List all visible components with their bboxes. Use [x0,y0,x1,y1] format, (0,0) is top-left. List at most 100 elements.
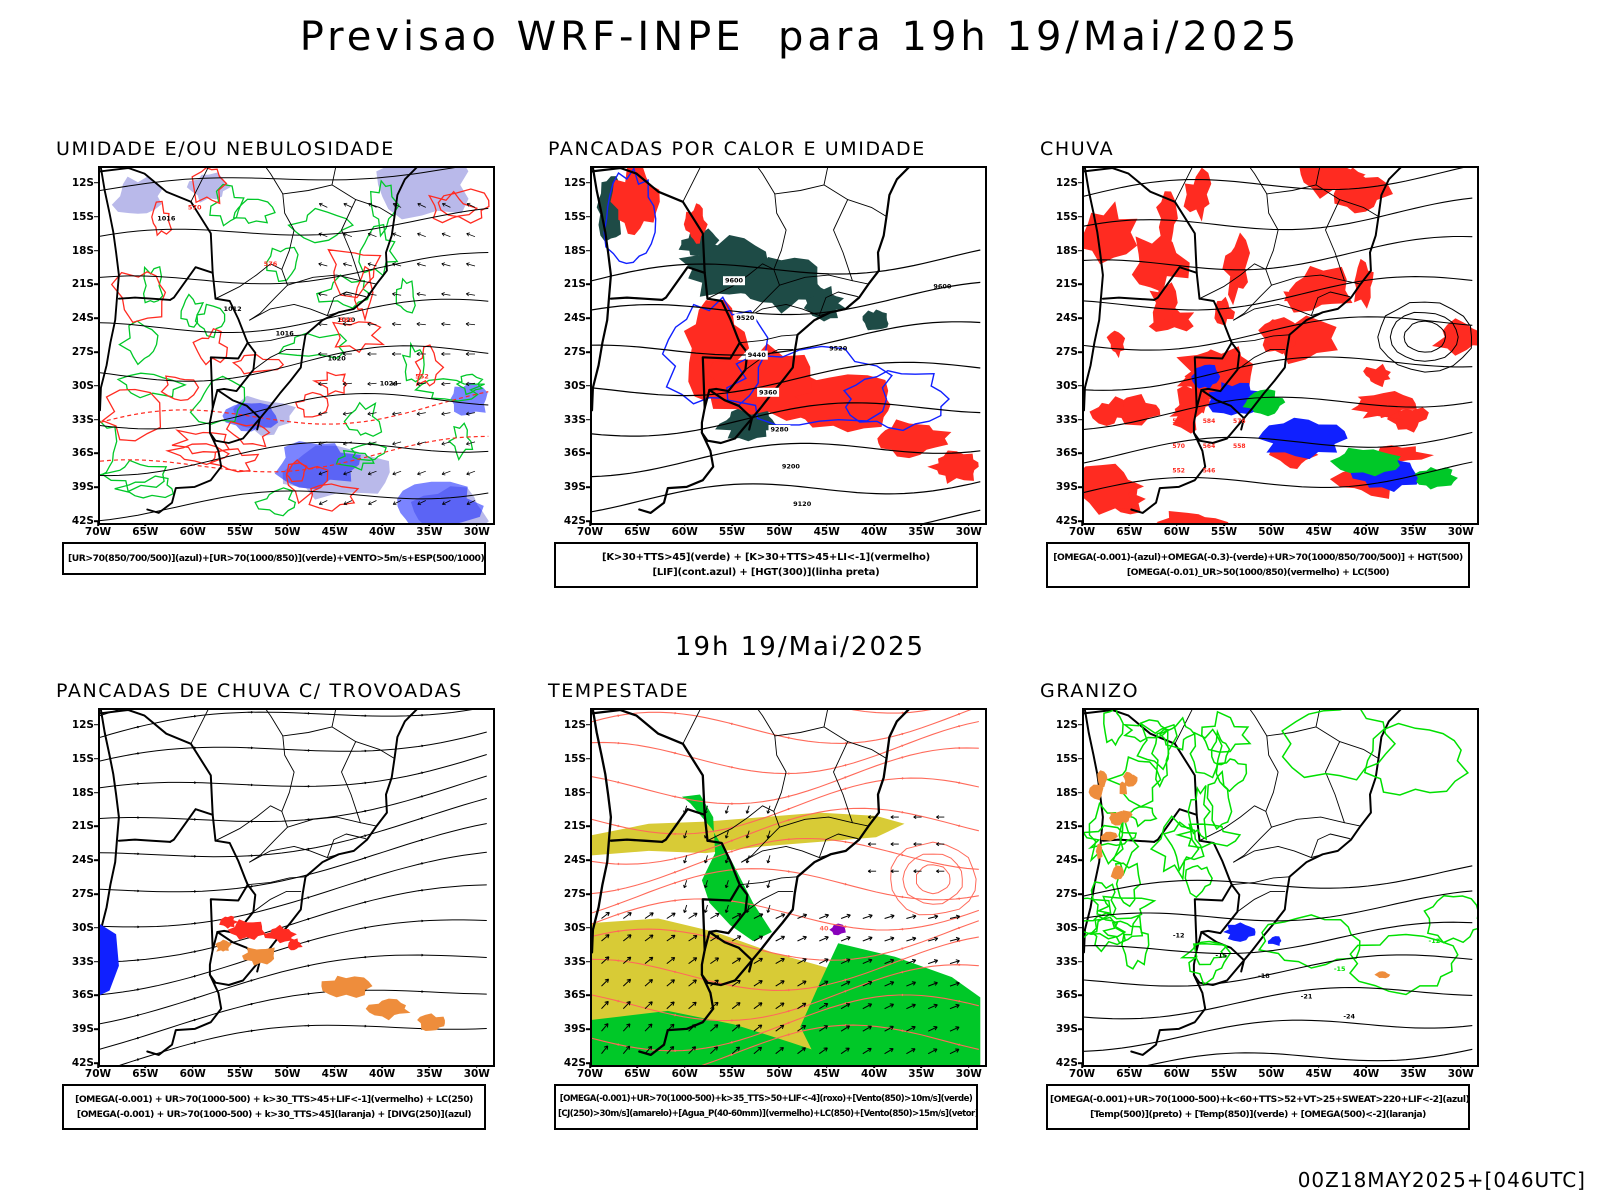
lat-tick-label-18S: 18S [1055,244,1078,257]
svg-text:558: 558 [1233,443,1246,450]
svg-text:1016: 1016 [276,330,295,338]
lat-tick-mark [1078,724,1083,726]
lat-tick-mark [94,317,99,319]
lat-tick-mark [94,960,99,963]
lon-tick-label-40W: 40W [1352,1068,1380,1080]
lat-tick-label-42S: 42S [563,1057,586,1069]
lat-tick-mark [94,283,99,286]
lon-tick-label-50W: 50W [274,1068,301,1080]
svg-text:9600: 9600 [725,277,744,285]
map-plot-tempestade[interactable]: 40 [590,708,987,1067]
legend-line: [OMEGA(-0.001)+UR>70(1000-500)+k<60+TTS>… [1050,1094,1470,1105]
lat-tick-label-12S: 12S [563,718,586,731]
lat-tick-label-36S: 36S [1055,989,1078,1002]
lon-tick-label-70W: 70W [84,526,112,538]
lat-tick-label-39S: 39S [71,1023,94,1036]
lat-tick-label-33S: 33S [1055,413,1078,426]
lat-tick-mark [586,994,591,997]
lat-tick-mark [94,927,99,929]
lat-tick-label-12S: 12S [1055,718,1078,731]
lat-tick-mark [1078,486,1083,488]
legend-line: [OMEGA(-0.001)+UR>70(1000-500)+k>35_TTS>… [559,1094,973,1104]
lat-tick-label-15S: 15S [1055,752,1078,765]
lat-tick-label-42S: 42S [1055,515,1078,527]
map-plot-pancadas-trovoadas[interactable] [98,708,495,1067]
lat-tick-label-36S: 36S [563,447,586,460]
lat-tick-mark [586,249,591,252]
lon-tick-label-65W: 65W [132,526,159,538]
lat-tick-mark [1078,1028,1083,1030]
legend-box-umidade: [UR>70(850/700/500)](azul)+[UR>70(1000/8… [62,542,486,575]
lat-tick-mark [586,317,591,319]
lat-tick-mark [1078,893,1083,895]
lat-tick-label-42S: 42S [563,515,586,527]
lat-tick-label-15S: 15S [563,210,586,223]
lat-tick-label-18S: 18S [1055,786,1078,799]
svg-text:552: 552 [415,373,429,381]
svg-text:570: 570 [1172,443,1185,450]
lon-tick-label-30W: 30W [955,526,982,538]
lat-tick-label-33S: 33S [563,955,586,968]
lon-tick-label-50W: 50W [274,526,301,538]
lat-tick-mark [94,182,99,184]
lat-tick-label-15S: 15S [563,752,586,765]
lon-tick-label-40W: 40W [860,1068,888,1080]
lon-tick-label-35W: 35W [416,1068,443,1080]
lat-tick-label-30S: 30S [1055,379,1078,392]
lon-tick-label-30W: 30W [463,526,490,538]
lat-tick-mark [586,418,591,421]
lon-tick-label-60W: 60W [179,526,206,538]
lat-tick-label-39S: 39S [563,1023,586,1036]
lon-tick-label-55W: 55W [718,1068,746,1080]
lat-tick-label-42S: 42S [71,1057,94,1069]
lat-tick-mark [94,351,99,353]
lat-tick-label-21S: 21S [71,820,94,833]
lat-tick-label-21S: 21S [1055,278,1078,291]
svg-text:-15: -15 [1334,965,1346,973]
lon-tick-label-45W: 45W [1305,1068,1332,1080]
lat-tick-label-24S: 24S [71,854,94,867]
lon-tick-label-70W: 70W [1068,1068,1096,1080]
map-plot-umidade[interactable]: 1012 1016 1020 1024 1016 1020 570 576 588 552 [98,166,495,525]
legend-line: [OMEGA(-0.01)_UR>50(1000/850)(vermelho) … [1126,567,1390,578]
lat-tick-mark [1078,182,1083,184]
svg-text:-12: -12 [1173,931,1185,939]
lon-tick-label-40W: 40W [368,526,396,538]
lon-tick-label-65W: 65W [624,1068,651,1080]
lat-tick-mark [94,1028,99,1030]
svg-text:1016: 1016 [157,215,176,223]
map-plot-pancadas-calor[interactable]: 9600952094409360928092009120904096009520 [590,166,987,525]
lat-tick-label-27S: 27S [1055,888,1078,900]
lat-tick-label-33S: 33S [563,413,586,426]
lat-tick-label-21S: 21S [71,278,94,291]
lat-tick-mark [586,182,591,184]
lat-tick-mark [586,486,591,488]
lat-tick-mark [586,757,591,760]
lat-tick-mark [94,893,99,895]
svg-text:564: 564 [1203,443,1216,450]
lat-tick-label-24S: 24S [1055,854,1078,867]
legend-line: [Temp(500)](preto) + [Temp(850)](verde) … [1090,1109,1426,1120]
svg-text:576: 576 [1233,418,1246,425]
lon-tick-label-60W: 60W [671,526,698,538]
lon-tick-label-70W: 70W [576,1068,604,1080]
lat-tick-label-24S: 24S [563,312,586,325]
lon-tick-label-55W: 55W [1210,1068,1238,1080]
legend-box-granizo: [OMEGA(-0.001)+UR>70(1000-500)+k<60+TTS>… [1046,1084,1470,1130]
lon-tick-label-70W: 70W [84,1068,112,1080]
svg-text:584: 584 [1203,418,1216,425]
lat-tick-mark [1078,283,1083,286]
svg-text:9600: 9600 [933,282,952,290]
svg-text:40: 40 [819,925,829,933]
lat-tick-label-33S: 33S [1055,955,1078,968]
legend-line: [K>30+TTS>45](verde) + [K>30+TTS>45+LI<-… [601,552,931,563]
lat-tick-label-15S: 15S [71,752,94,765]
lat-tick-label-12S: 12S [563,176,586,189]
lat-tick-mark [586,1028,591,1030]
lat-tick-mark [94,452,99,455]
lon-tick-label-70W: 70W [1068,526,1096,538]
map-plot-chuva[interactable]: 588 584 576 570 564 558 552 546 [1082,166,1479,525]
lat-tick-mark [586,1062,591,1064]
map-plot-granizo[interactable]: -12 -15 -18 -21 -24 -15 -12 [1082,708,1479,1067]
lat-tick-mark [94,859,99,861]
